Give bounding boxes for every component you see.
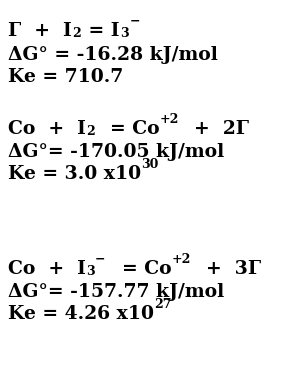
Text: = Co: = Co [109, 260, 172, 278]
Text: ΔG° = -16.28 kJ/mol: ΔG° = -16.28 kJ/mol [8, 46, 218, 64]
Text: −: − [95, 253, 105, 266]
Text: 27: 27 [154, 298, 171, 311]
Text: 2: 2 [72, 27, 81, 40]
Text: 3: 3 [120, 27, 129, 40]
Text: Γ  +  I: Γ + I [8, 22, 72, 40]
Text: ΔG°= -157.77 kJ/mol: ΔG°= -157.77 kJ/mol [8, 283, 224, 301]
Text: Co  +  I: Co + I [8, 260, 86, 278]
Text: 2: 2 [86, 125, 95, 138]
Text: ΔG°= -170.05 kJ/mol: ΔG°= -170.05 kJ/mol [8, 143, 224, 161]
Text: Ke = 4.26 x10: Ke = 4.26 x10 [8, 305, 154, 323]
Text: 30: 30 [141, 158, 159, 171]
Text: +2: +2 [172, 253, 191, 266]
Text: = I: = I [83, 22, 120, 40]
Text: +  2Γ: + 2Γ [181, 120, 249, 138]
Text: = Co: = Co [97, 120, 159, 138]
Text: Co  +  I: Co + I [8, 120, 86, 138]
Text: +2: +2 [159, 113, 179, 126]
Text: Ke = 710.7: Ke = 710.7 [8, 68, 123, 86]
Text: Ke = 3.0 x10: Ke = 3.0 x10 [8, 165, 141, 183]
Text: −: − [129, 15, 140, 28]
Text: 3: 3 [86, 265, 95, 278]
Text: +  3Γ: + 3Γ [193, 260, 261, 278]
